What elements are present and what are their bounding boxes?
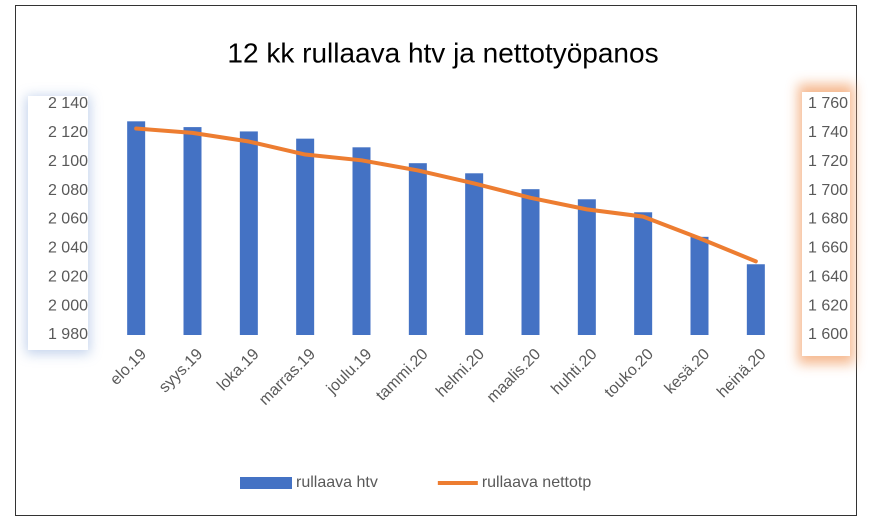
right-axis-panel xyxy=(802,92,850,356)
bar xyxy=(127,121,146,335)
bar xyxy=(521,189,540,335)
y2-tick-label: 1 640 xyxy=(808,268,848,285)
chart-title: 12 kk rullaava htv ja nettotyöpanos xyxy=(227,37,658,68)
y2-tick-label: 1 680 xyxy=(808,211,848,228)
chart-border xyxy=(15,5,857,516)
bar xyxy=(746,264,765,335)
bar xyxy=(634,212,653,335)
y-tick-label: 2 040 xyxy=(48,240,88,257)
bar xyxy=(183,127,202,335)
y-tick-label: 2 060 xyxy=(48,211,88,228)
legend-label: rullaava nettotp xyxy=(482,474,592,491)
y2-tick-label: 1 760 xyxy=(808,95,848,112)
y-tick-label: 2 080 xyxy=(48,182,88,199)
line xyxy=(134,126,758,264)
legend-label: rullaava htv xyxy=(296,474,378,491)
bar xyxy=(352,147,371,335)
y-tick-label: 2 100 xyxy=(48,153,88,170)
y-tick-label: 1 980 xyxy=(48,326,88,343)
bar xyxy=(239,131,258,335)
left-axis-panel xyxy=(28,96,88,350)
bar xyxy=(408,163,427,335)
y-tick-label: 2 020 xyxy=(48,268,88,285)
bar xyxy=(296,138,315,335)
y2-tick-label: 1 660 xyxy=(808,240,848,257)
legend-swatch xyxy=(240,477,292,489)
bar xyxy=(690,236,709,335)
y2-tick-label: 1 600 xyxy=(808,326,848,343)
y2-tick-label: 1 720 xyxy=(808,153,848,170)
y2-tick-label: 1 620 xyxy=(808,297,848,314)
y-tick-label: 2 140 xyxy=(48,95,88,112)
y-tick-label: 2 000 xyxy=(48,297,88,314)
y2-tick-label: 1 740 xyxy=(808,124,848,141)
y-tick-label: 2 120 xyxy=(48,124,88,141)
bar xyxy=(577,199,596,335)
y2-tick-label: 1 700 xyxy=(808,182,848,199)
bar xyxy=(465,173,484,335)
